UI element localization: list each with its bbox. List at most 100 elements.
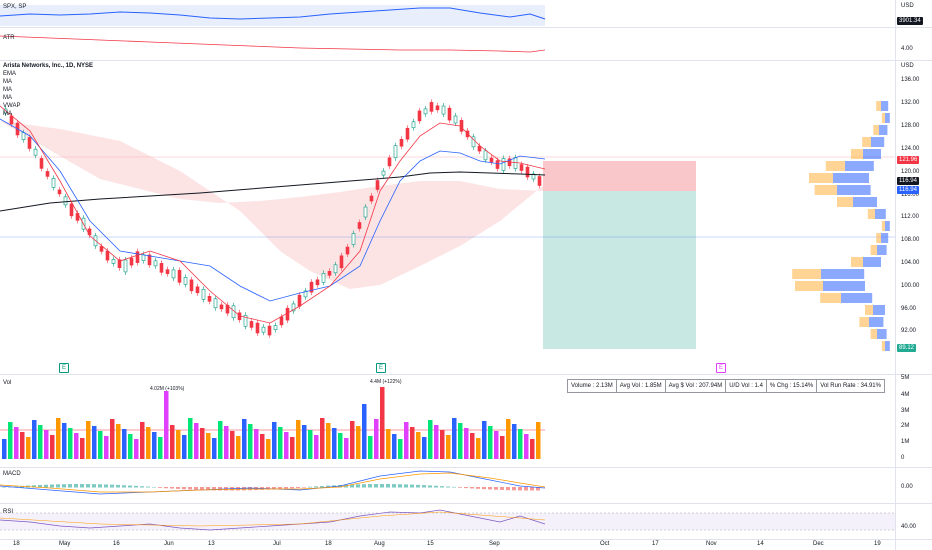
candle — [363, 204, 368, 221]
price-tick: 108.00 — [901, 237, 920, 243]
macd-bar — [500, 487, 504, 490]
atr-tick: 4.00 — [901, 46, 913, 52]
volume-bar — [104, 436, 109, 459]
indicator-vwap[interactable]: VWAP — [3, 103, 21, 109]
volume-bar — [422, 437, 427, 459]
volume-bar — [524, 434, 529, 459]
volume-bar — [362, 404, 367, 459]
macd-bar — [194, 487, 198, 490]
volume-bar — [26, 437, 31, 459]
price-unit: USD — [901, 63, 914, 69]
volume-bar — [332, 428, 337, 459]
volume-tick: 0 — [901, 455, 905, 461]
candle — [495, 157, 500, 172]
macd-bar — [512, 487, 516, 491]
candle — [189, 276, 194, 294]
volume-bar — [152, 432, 157, 459]
macd-pane[interactable]: MACD — [0, 468, 895, 503]
candle — [399, 136, 404, 150]
candle — [219, 301, 224, 312]
volume-bar — [446, 435, 451, 459]
volume-bar — [326, 423, 331, 459]
volume-bar — [134, 439, 139, 459]
volume-bar — [452, 418, 457, 459]
x-tick: 15 — [427, 541, 434, 547]
volume-bar — [224, 426, 229, 459]
ma-envelope-area — [0, 121, 545, 289]
volume-bar — [380, 387, 385, 459]
price-tick: 136.00 — [901, 77, 920, 83]
volume-bar — [314, 435, 319, 459]
indicator-ema[interactable]: EMA — [3, 71, 17, 77]
volume-profile-bar — [876, 101, 881, 111]
volume-bar — [410, 427, 415, 459]
volume-bar — [194, 423, 199, 459]
macd-bar — [116, 484, 120, 488]
volume-bar — [20, 432, 25, 459]
macd-bar — [56, 484, 60, 488]
candle — [45, 168, 50, 180]
earnings-marker-3[interactable]: E — [716, 363, 726, 373]
indicator-ma-4[interactable]: MA — [3, 111, 12, 117]
macd-bar — [440, 486, 444, 488]
rsi-pane[interactable]: RSI — [0, 504, 895, 539]
stat-avg-vol: Avg Vol : 1.85M — [617, 380, 666, 392]
volume-profile-bar — [877, 245, 887, 255]
volume-pane[interactable]: Vol 4.02M (+103%) 4.4M (+122%) — [0, 375, 895, 467]
volume-profile-bar — [881, 233, 889, 243]
volume-profile-bar — [821, 269, 865, 279]
macd-bar — [188, 487, 192, 490]
x-tick: Oct — [600, 541, 610, 547]
candle — [303, 287, 308, 300]
indicator-ma-1[interactable]: MA — [3, 79, 12, 85]
indicator-ma-3[interactable]: MA — [3, 95, 12, 101]
macd-bar — [20, 485, 24, 488]
volume-bar — [398, 439, 403, 459]
macd-bar — [92, 484, 96, 488]
spx-pane[interactable]: SPX, SP — [0, 0, 895, 27]
earnings-marker-1[interactable]: E — [59, 363, 69, 373]
volume-profile-bar — [814, 185, 837, 195]
price-tick: 96.00 — [901, 306, 917, 312]
indicator-ma-2[interactable]: MA — [3, 87, 12, 93]
price-pane[interactable]: Arista Networks, Inc., 1D, NYSE EMA MA M… — [0, 61, 895, 374]
macd-bar — [164, 487, 168, 489]
volume-bar — [506, 419, 511, 459]
earnings-marker-2[interactable]: E — [376, 363, 386, 373]
volume-bar — [248, 424, 253, 459]
volume-profile-bar — [795, 281, 823, 291]
macd-bar — [206, 487, 210, 491]
candle — [147, 251, 152, 268]
candle — [51, 175, 56, 191]
volume-tick: 2M — [901, 423, 910, 429]
macd-bar — [398, 484, 402, 488]
candle — [537, 173, 542, 189]
price-badge-ma: 116.94 — [897, 186, 919, 194]
candle — [123, 256, 128, 275]
candle — [135, 248, 140, 266]
volume-peak-2: 4.4M (+122%) — [370, 379, 402, 385]
macd-bar — [14, 486, 18, 488]
macd-bar — [320, 485, 324, 488]
candle — [447, 105, 452, 124]
x-tick: 18 — [325, 541, 332, 547]
volume-tick: 1M — [901, 439, 910, 445]
price-tick: 120.00 — [901, 169, 920, 175]
volume-profile-bar — [825, 161, 845, 171]
price-tick: 100.00 — [901, 283, 920, 289]
volume-bar — [110, 419, 115, 459]
volume-profile-bar — [863, 257, 881, 267]
volume-profile-bar — [820, 293, 841, 303]
volume-bar — [14, 427, 19, 459]
x-tick: 13 — [208, 541, 215, 547]
volume-bar — [440, 430, 445, 459]
volume-bar — [86, 421, 91, 459]
volume-tick: 5M — [901, 375, 910, 381]
macd-bar — [98, 484, 102, 488]
atr-pane[interactable]: ATR — [0, 28, 895, 60]
macd-bar — [452, 486, 456, 488]
volume-bar — [38, 425, 43, 459]
volume-profile-bar — [869, 317, 884, 327]
volume-bar — [278, 427, 283, 459]
volume-bar — [158, 437, 163, 459]
